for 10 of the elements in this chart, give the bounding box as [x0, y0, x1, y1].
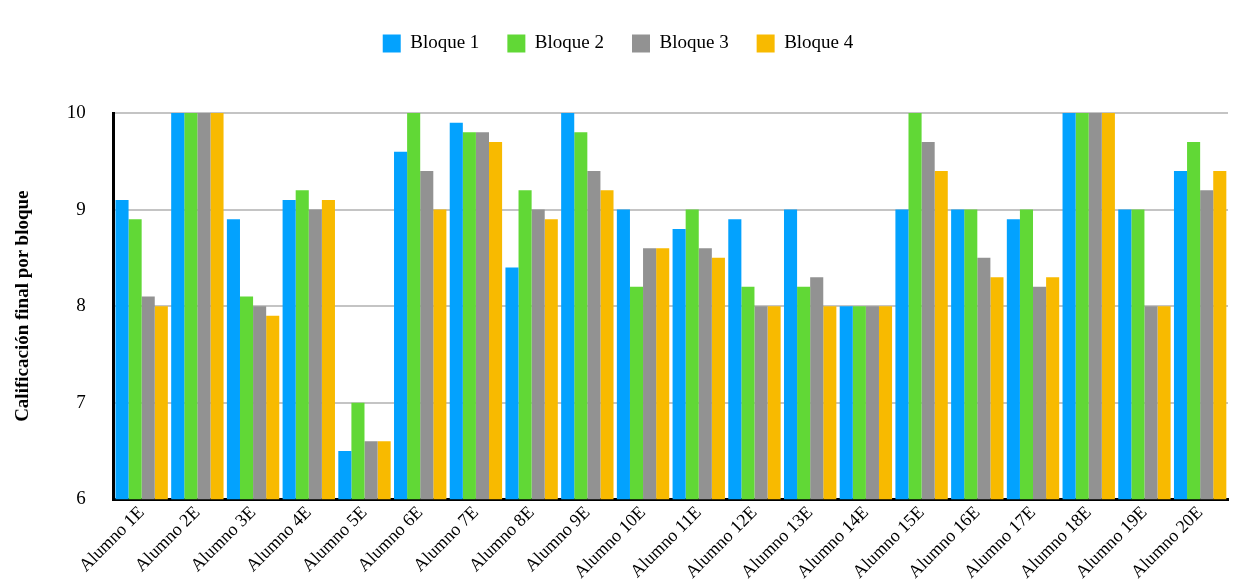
y-tick-label: 9	[76, 197, 86, 219]
y-tick-label: 7	[76, 390, 86, 412]
y-axis-title: Calificación final por bloque	[11, 190, 33, 422]
legend-label: Bloque 4	[784, 31, 854, 53]
legend-label: Bloque 2	[534, 31, 605, 53]
legend-label: Bloque 3	[659, 31, 729, 53]
y-tick-label: 6	[76, 487, 86, 509]
y-tick-label: 8	[76, 294, 86, 316]
legend-label: Bloque 1	[410, 31, 480, 53]
y-tick-label: 10	[66, 100, 86, 122]
